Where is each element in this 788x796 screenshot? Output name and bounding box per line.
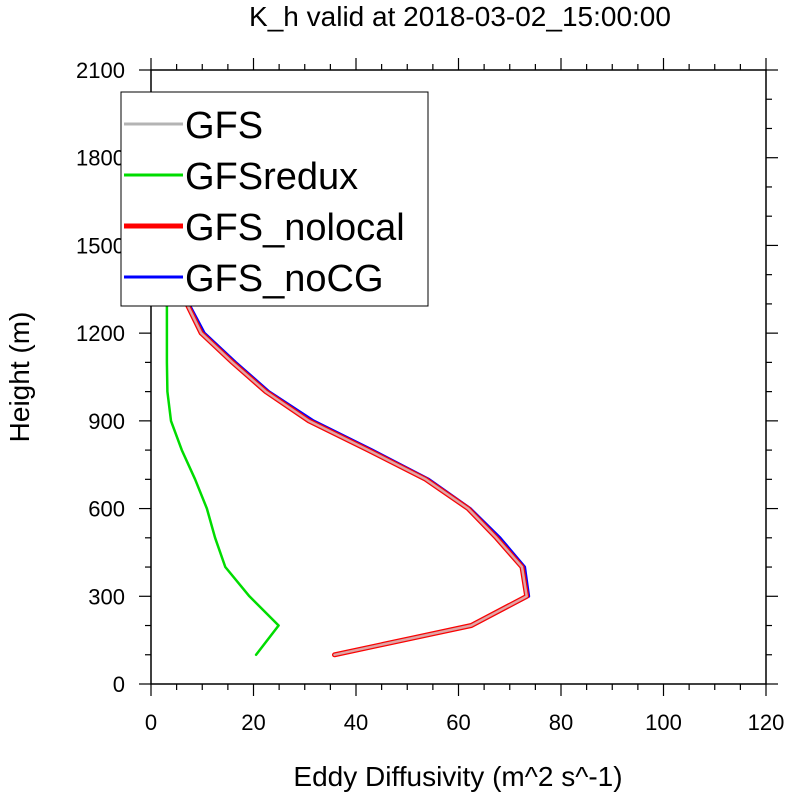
y-tick-label: 1500 xyxy=(76,233,125,258)
x-tick-label: 60 xyxy=(446,710,470,735)
x-tick-label: 20 xyxy=(241,710,265,735)
y-tick-label: 300 xyxy=(88,584,125,609)
legend-label: GFSredux xyxy=(185,156,358,198)
x-axis-label: Eddy Diffusivity (m^2 s^-1) xyxy=(293,761,622,792)
legend-label: GFS_noCG xyxy=(185,258,384,300)
x-tick-label: 40 xyxy=(344,710,368,735)
y-tick-labels: 0 300 600 900 1200 1500 1800 2100 xyxy=(76,58,125,697)
y-axis-label: Height (m) xyxy=(4,312,35,443)
x-tick-labels: 0 20 40 60 80 100 120 xyxy=(145,710,784,735)
x-tick-label: 0 xyxy=(145,710,157,735)
legend-label: GFS_nolocal xyxy=(185,207,405,249)
legend-label: GFS xyxy=(185,105,263,147)
legend: GFS GFSredux GFS_nolocal GFS_noCG xyxy=(120,91,429,307)
y-tick-label: 1200 xyxy=(76,321,125,346)
x-tick-label: 100 xyxy=(645,710,682,735)
y-tick-label: 0 xyxy=(113,672,125,697)
x-tick-label: 80 xyxy=(549,710,573,735)
legend-box xyxy=(120,91,429,307)
y-tick-label: 2100 xyxy=(76,58,125,83)
x-tick-label: 120 xyxy=(748,710,785,735)
chart-title: K_h valid at 2018-03-02_15:00:00 xyxy=(249,1,671,32)
y-tick-label: 900 xyxy=(88,409,125,434)
plot-frame xyxy=(150,69,767,685)
y-tick-label: 1800 xyxy=(76,146,125,171)
y-tick-label: 600 xyxy=(88,497,125,522)
